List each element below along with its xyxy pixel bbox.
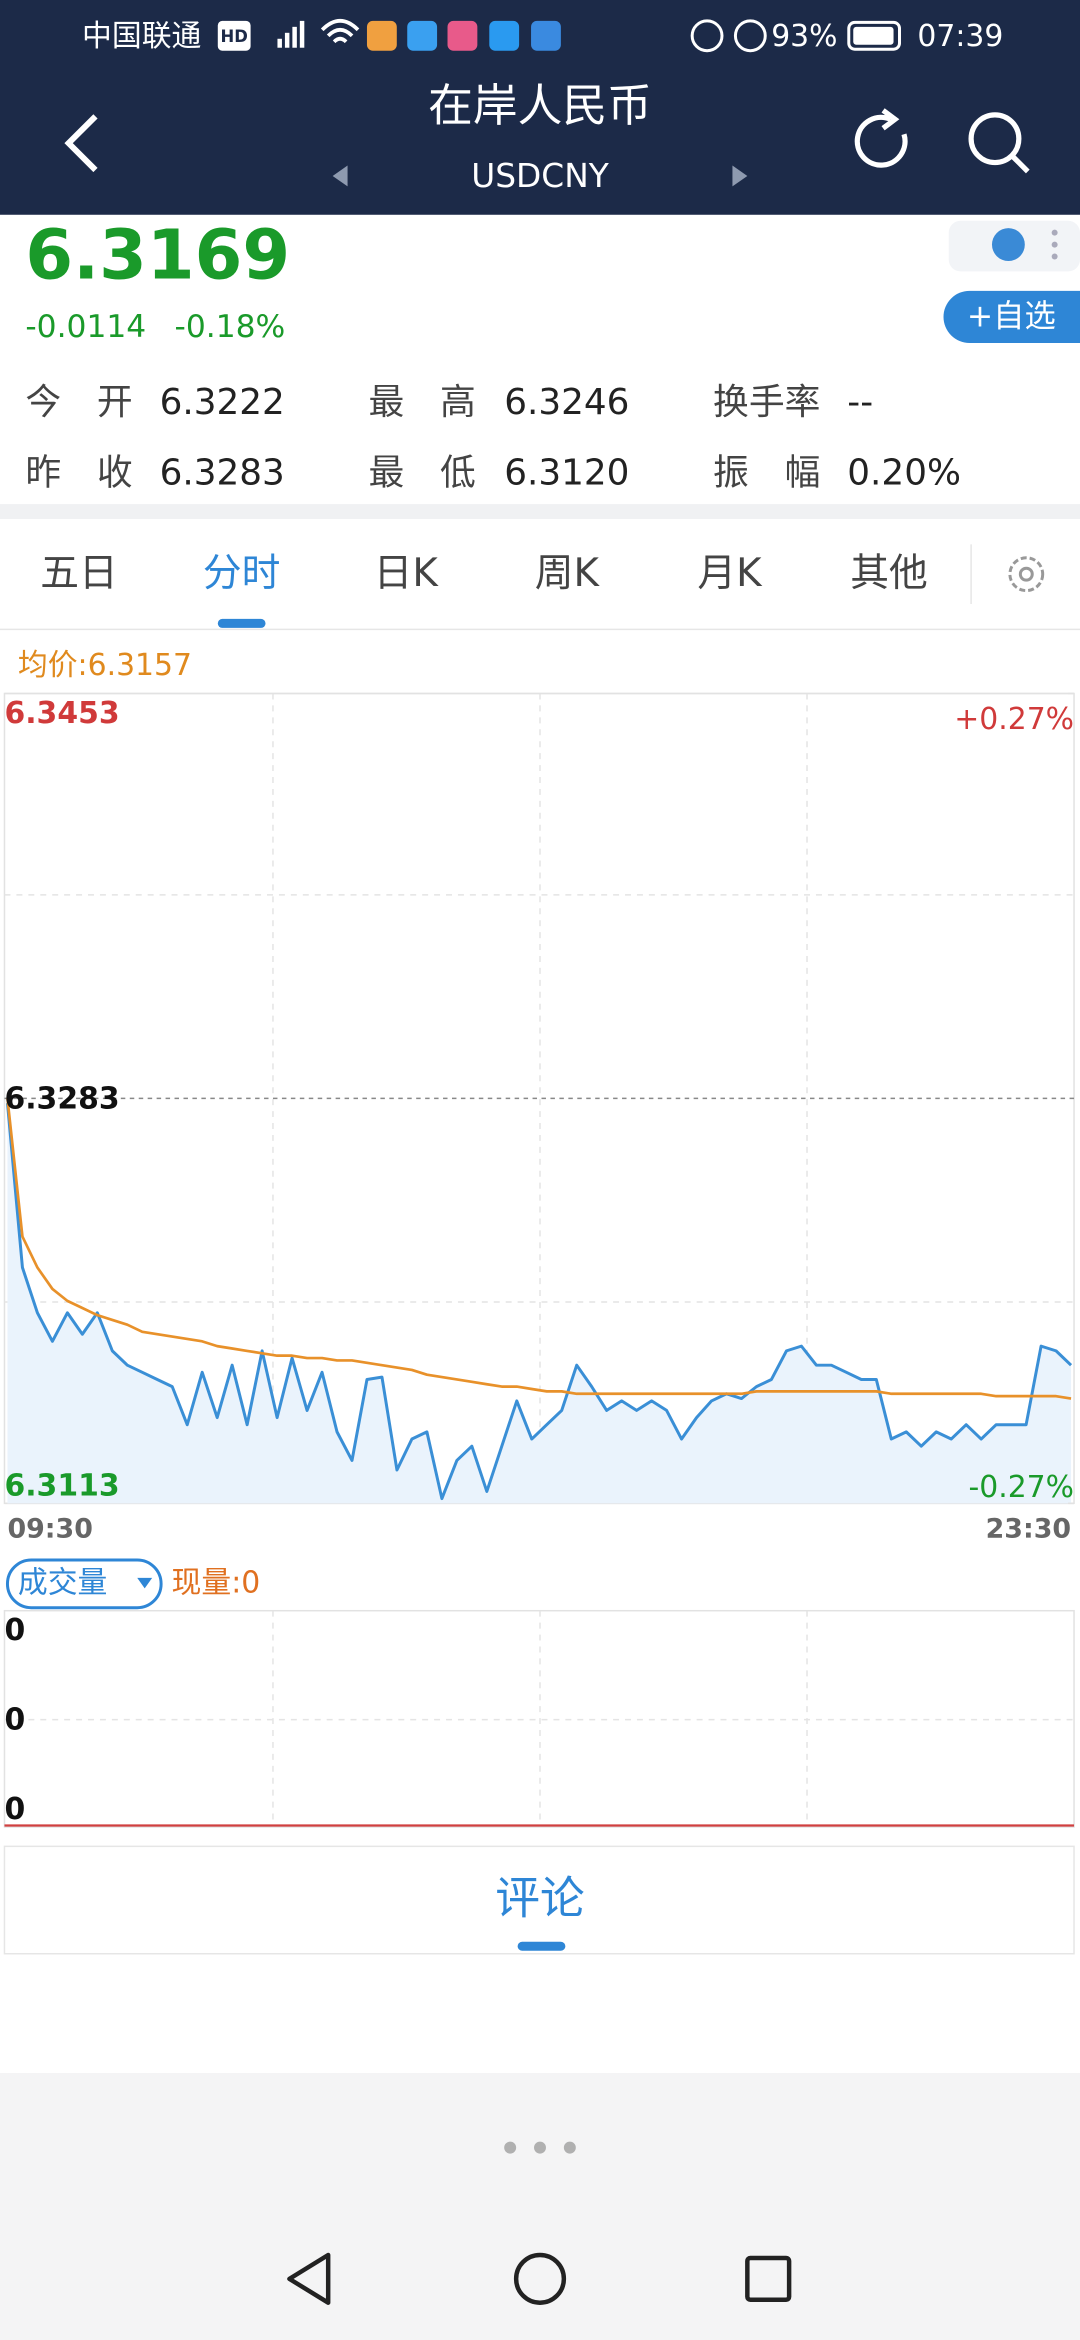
stat-label: 今 开: [25, 382, 132, 423]
last-price: 6.3169: [25, 216, 290, 296]
x-tick-label: 23:30: [986, 1514, 1071, 1545]
chart-dividers: [4, 693, 1075, 1504]
stat-label: 最 低: [368, 452, 475, 493]
dropdown-arrow: [137, 1577, 153, 1589]
stat-label: 最 高: [368, 382, 475, 423]
y2-tick-label: +0.27%: [954, 702, 1074, 737]
y-tick-label: 6.3283: [4, 1081, 119, 1116]
stat-value: 6.3283: [160, 452, 285, 493]
stat-value: 6.3246: [504, 382, 629, 423]
battery-level: [853, 26, 894, 45]
nav-back[interactable]: [287, 2252, 331, 2305]
y-tick-label: 6.3113: [4, 1468, 119, 1503]
nav-recent[interactable]: [745, 2255, 792, 2302]
wifi-icon: [320, 19, 360, 44]
price-area: [7, 1103, 1072, 1504]
nav-home[interactable]: [513, 2252, 567, 2305]
carrier: 中国联通: [82, 19, 201, 54]
stat-value: 6.3222: [160, 382, 285, 423]
app-icon: [447, 20, 478, 51]
separator: [0, 504, 1080, 520]
watch-button[interactable]: [943, 290, 1080, 344]
volume-selector-label: 成交量: [18, 1565, 107, 1600]
tab[interactable]: 其他: [850, 551, 928, 596]
tab[interactable]: 周K: [535, 551, 601, 596]
globe-icon[interactable]: [991, 228, 1025, 261]
stat-value: 0.20%: [847, 452, 961, 493]
battery-pct: 93%: [771, 19, 837, 54]
refresh-button[interactable]: [854, 114, 908, 168]
nfc-icon: [690, 19, 724, 53]
clock: 07:39: [917, 19, 1003, 54]
average-line: [6, 1098, 1072, 1400]
battery-icon: [847, 20, 901, 51]
watch-button-label: +自选: [967, 299, 1056, 335]
volume-tick-label: 0: [4, 1792, 25, 1827]
stat-label: 换手率: [713, 382, 820, 423]
tab[interactable]: 月K: [697, 551, 763, 596]
price-change-pct: -0.18%: [175, 309, 286, 345]
hd-label: HD: [221, 27, 248, 46]
volume-dividers: [4, 1610, 1075, 1827]
y2-tick-label: -0.27%: [968, 1470, 1074, 1505]
stat-label: 振 幅: [713, 452, 820, 493]
settings-button[interactable]: [1008, 556, 1045, 593]
tab[interactable]: 日K: [374, 551, 440, 596]
volume-selector[interactable]: [5, 1558, 163, 1610]
current-volume: 现量:0: [172, 1565, 261, 1600]
search-button[interactable]: [968, 112, 1022, 166]
stat-value: --: [847, 382, 873, 423]
app-icon: [407, 20, 438, 51]
settings-core: [1018, 566, 1034, 582]
volume-tick-label: 0: [4, 1613, 25, 1648]
more-dots[interactable]: [1051, 229, 1058, 260]
tab-underline: [217, 618, 266, 628]
x-tick-label: 09:30: [7, 1514, 92, 1545]
app-icon: [531, 20, 561, 51]
app-icon: [489, 20, 520, 51]
app-icon: [366, 20, 397, 51]
tab[interactable]: 五日: [40, 551, 118, 596]
price-line: [5, 1103, 1073, 1501]
y-tick-label: 6.3453: [4, 696, 119, 731]
comments-tab[interactable]: 评论: [495, 1872, 584, 1925]
page-dots: [504, 2141, 576, 2154]
signal-icon: [277, 20, 305, 48]
tab[interactable]: 分时: [203, 551, 281, 596]
hd-icon: [217, 20, 251, 51]
next-symbol[interactable]: [732, 165, 748, 187]
symbol: USDCNY: [471, 157, 610, 195]
volume-tick-label: 0: [4, 1703, 25, 1738]
stat-value: 6.3120: [504, 452, 629, 493]
avg-price: 均价:6.3157: [18, 648, 192, 683]
search-handle: [1011, 154, 1030, 174]
nav-bg: [0, 2073, 1080, 2340]
back-button[interactable]: [64, 114, 98, 173]
refresh-arrow: [881, 108, 900, 131]
price-change: -0.0114: [25, 309, 146, 345]
stat-label: 昨 收: [25, 452, 132, 493]
page-title: 在岸人民币: [428, 79, 652, 132]
comments-bar: [3, 1845, 1075, 1955]
comments-underline: [517, 1941, 566, 1951]
prev-symbol[interactable]: [332, 165, 348, 187]
alarm-icon: [733, 19, 767, 53]
